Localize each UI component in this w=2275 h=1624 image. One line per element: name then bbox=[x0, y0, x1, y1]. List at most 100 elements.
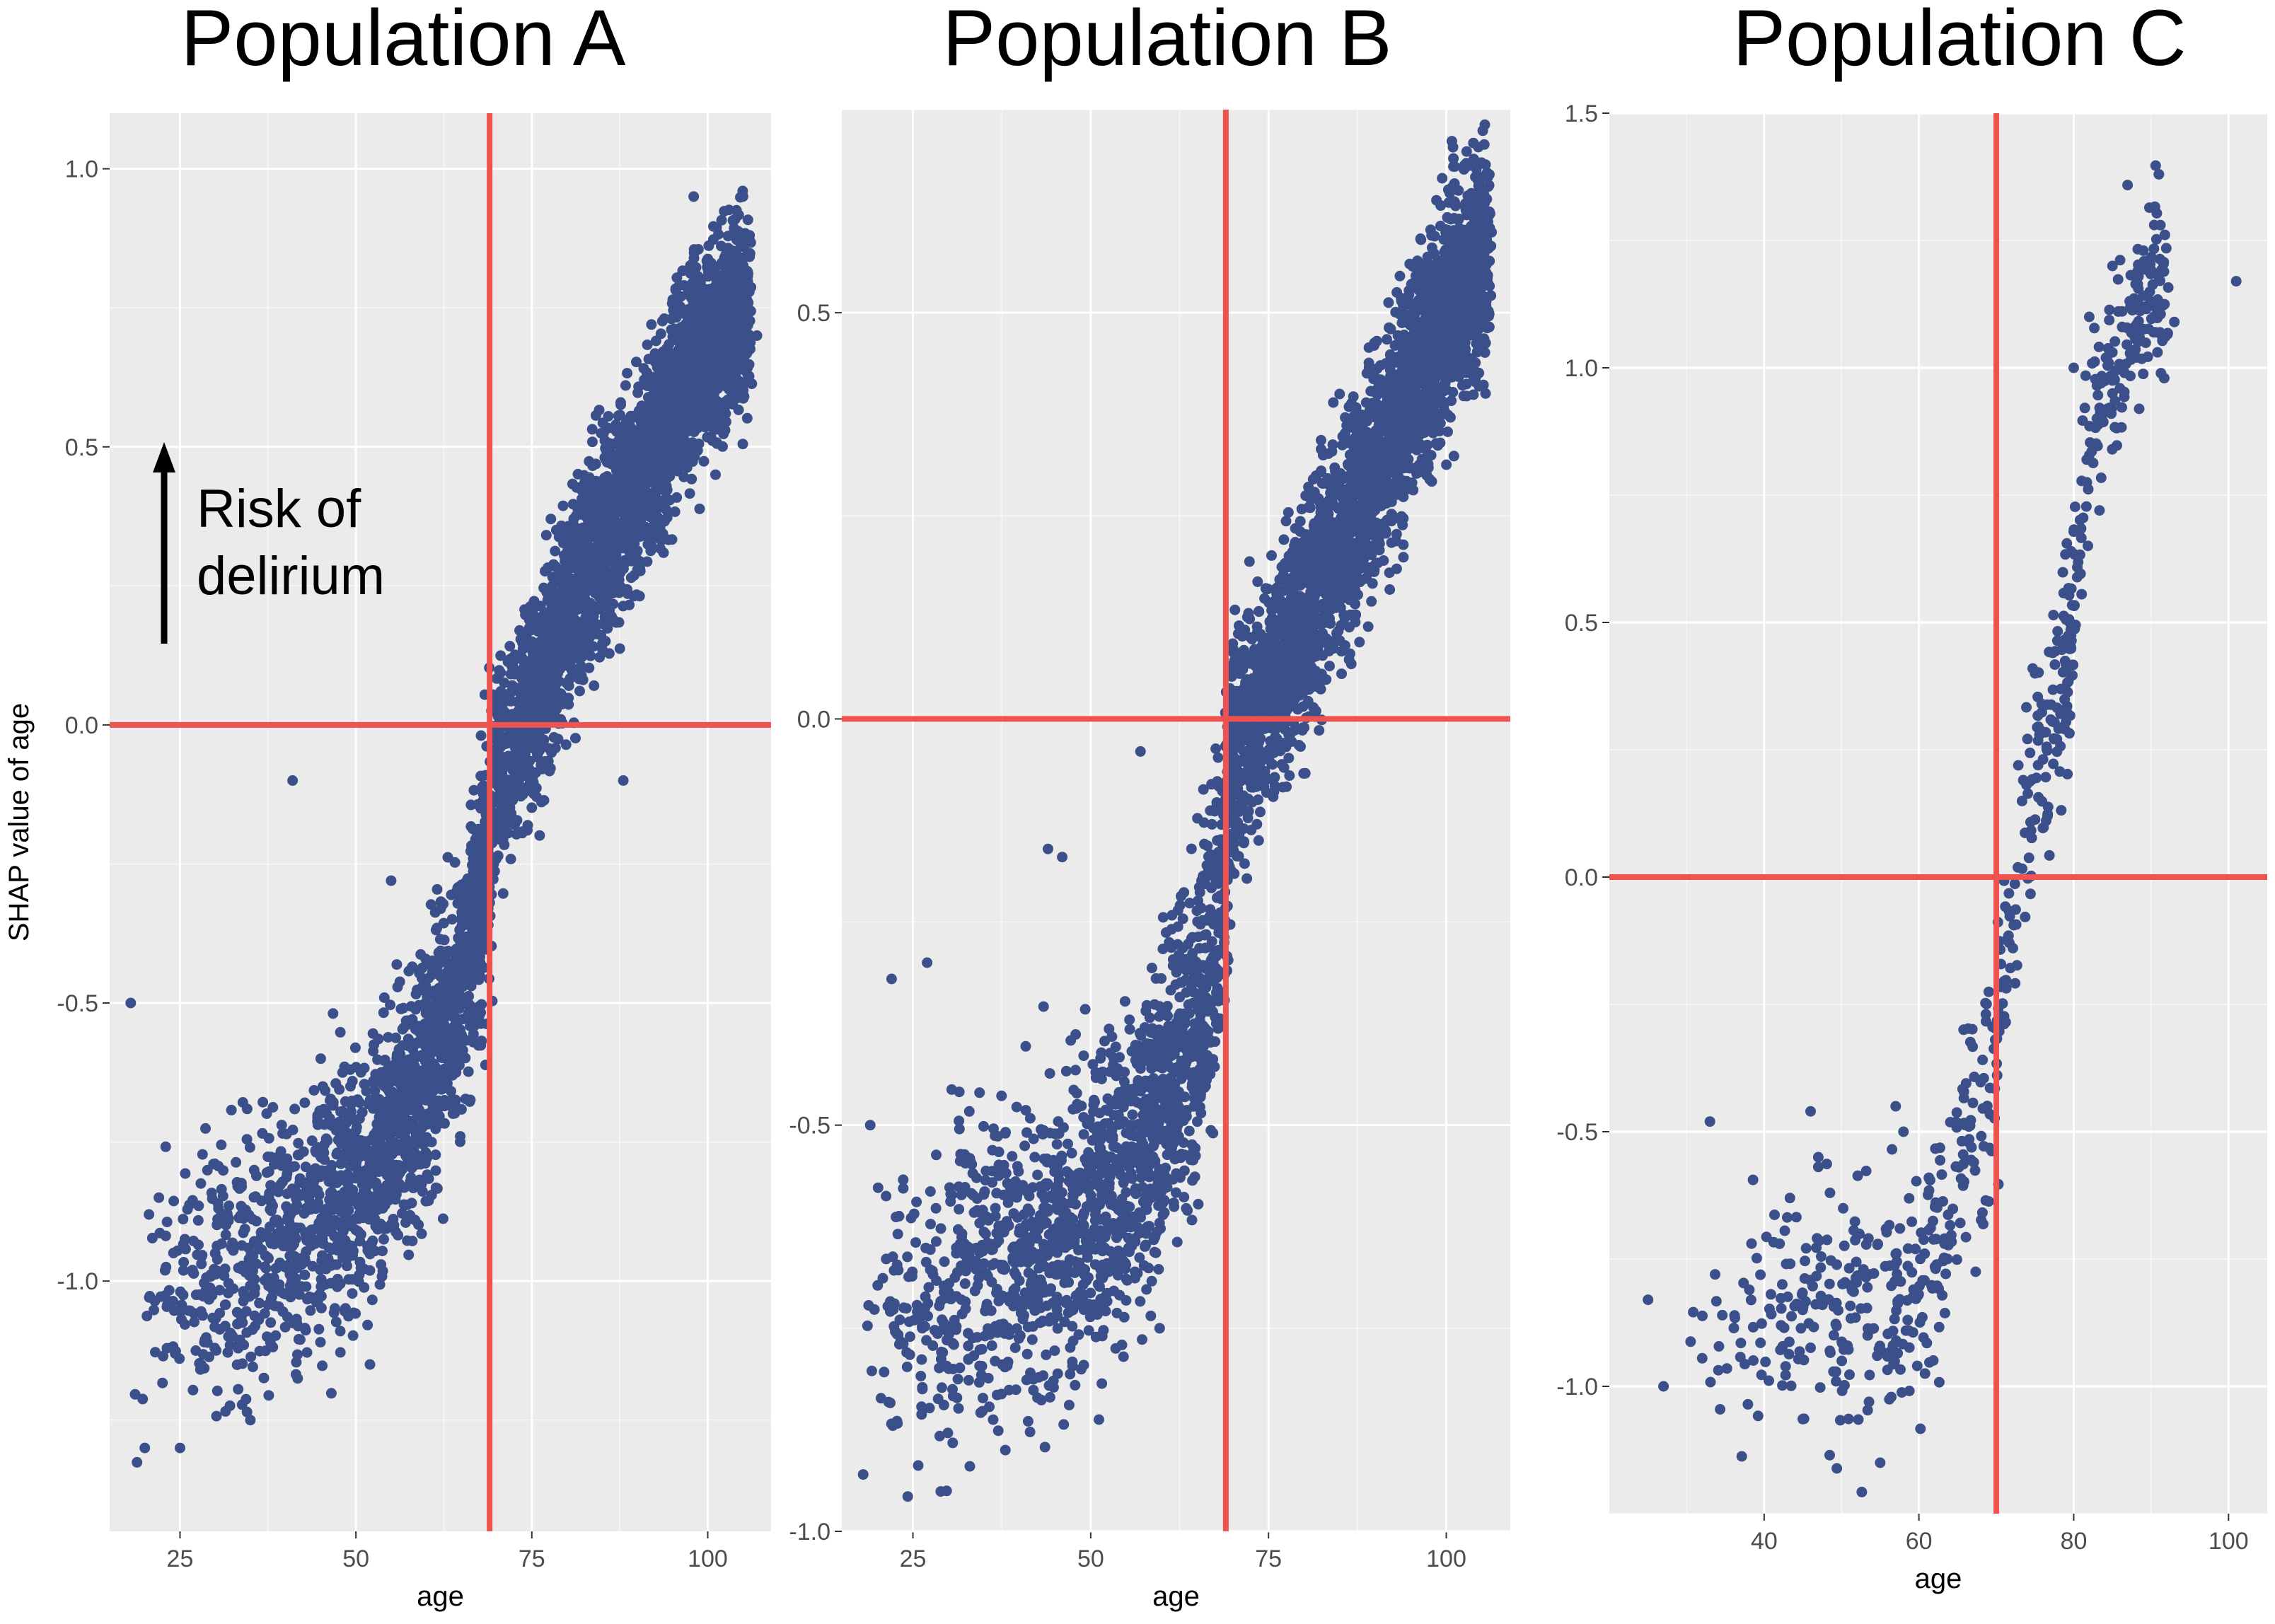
data-point bbox=[311, 1203, 321, 1214]
data-point bbox=[241, 1205, 251, 1216]
data-point bbox=[651, 354, 662, 365]
data-point bbox=[741, 412, 753, 424]
data-point bbox=[911, 1196, 922, 1207]
data-point bbox=[390, 1032, 401, 1043]
data-point bbox=[399, 1182, 410, 1193]
data-point bbox=[656, 499, 667, 510]
data-point bbox=[512, 787, 523, 799]
data-point bbox=[378, 1149, 390, 1160]
data-point bbox=[641, 401, 652, 412]
data-point bbox=[159, 1290, 170, 1301]
data-point bbox=[531, 692, 543, 703]
data-point bbox=[716, 240, 727, 252]
data-point bbox=[574, 685, 585, 697]
data-point bbox=[731, 204, 742, 216]
data-point bbox=[591, 564, 602, 576]
data-point bbox=[391, 959, 403, 970]
data-point bbox=[388, 1124, 399, 1135]
data-point bbox=[209, 1248, 221, 1259]
data-point bbox=[125, 997, 137, 1009]
data-point bbox=[325, 1388, 337, 1399]
data-point bbox=[405, 1172, 417, 1183]
data-point bbox=[594, 651, 606, 663]
data-point bbox=[390, 1075, 401, 1086]
x-axis-title: age bbox=[417, 1581, 464, 1612]
data-point bbox=[461, 886, 473, 897]
data-point bbox=[249, 1288, 260, 1299]
data-point bbox=[276, 1120, 287, 1131]
data-point bbox=[347, 1096, 357, 1106]
data-point bbox=[423, 973, 434, 984]
data-point bbox=[190, 1345, 202, 1356]
data-point bbox=[238, 1288, 249, 1299]
data-point bbox=[220, 1405, 231, 1417]
data-point bbox=[371, 1126, 382, 1137]
data-point bbox=[522, 820, 533, 831]
y-tick-label: -1.0 bbox=[57, 1268, 98, 1295]
data-point bbox=[144, 1292, 155, 1303]
data-point bbox=[331, 1219, 342, 1229]
data-point bbox=[726, 262, 737, 273]
data-point bbox=[550, 743, 561, 753]
data-point bbox=[193, 1239, 204, 1251]
data-point bbox=[241, 1103, 253, 1115]
data-point bbox=[507, 765, 519, 776]
data-point bbox=[596, 600, 607, 611]
data-point bbox=[363, 1166, 374, 1177]
data-point bbox=[227, 1237, 238, 1248]
data-point bbox=[645, 545, 656, 557]
y-tick-label: 1.0 bbox=[65, 156, 98, 183]
data-point bbox=[540, 702, 552, 714]
data-point bbox=[200, 1285, 212, 1297]
data-point bbox=[369, 1213, 381, 1224]
data-point bbox=[195, 1178, 207, 1189]
data-point bbox=[431, 959, 442, 970]
y-tick-label: 0.0 bbox=[797, 706, 830, 733]
data-point bbox=[264, 1234, 275, 1245]
data-point bbox=[567, 646, 578, 658]
data-point bbox=[313, 1323, 325, 1335]
data-point bbox=[320, 1263, 332, 1275]
data-point bbox=[291, 1263, 303, 1274]
data-point bbox=[614, 643, 625, 654]
data-point bbox=[722, 394, 734, 405]
data-point bbox=[347, 1274, 358, 1285]
data-point bbox=[168, 1248, 179, 1258]
data-point bbox=[305, 1305, 316, 1316]
data-point bbox=[212, 1198, 224, 1210]
data-point bbox=[528, 743, 539, 754]
data-point bbox=[432, 1043, 443, 1054]
data-point bbox=[359, 1282, 370, 1293]
data-point bbox=[707, 398, 718, 410]
data-point bbox=[583, 612, 594, 623]
x-tick-label: 100 bbox=[1426, 1545, 1466, 1572]
data-point bbox=[414, 968, 425, 979]
data-point bbox=[403, 1117, 414, 1128]
data-point bbox=[499, 839, 510, 850]
data-point bbox=[470, 834, 481, 845]
data-point bbox=[495, 650, 506, 661]
data-point bbox=[352, 1171, 363, 1183]
data-point bbox=[536, 733, 547, 744]
data-point bbox=[689, 451, 700, 462]
data-point bbox=[1448, 451, 1459, 462]
x-tick-label: 25 bbox=[900, 1545, 927, 1572]
data-point bbox=[323, 1253, 334, 1265]
data-point bbox=[625, 458, 637, 470]
data-point bbox=[430, 1149, 441, 1161]
data-point bbox=[291, 1313, 302, 1325]
data-point bbox=[678, 471, 690, 482]
data-point bbox=[407, 1236, 418, 1246]
data-point bbox=[729, 326, 740, 337]
data-point bbox=[354, 1236, 366, 1247]
data-point bbox=[226, 1104, 237, 1115]
x-tick-label: 50 bbox=[342, 1545, 369, 1572]
data-point bbox=[443, 946, 454, 956]
data-point bbox=[1007, 1151, 1018, 1162]
data-point bbox=[347, 1184, 359, 1195]
data-point bbox=[337, 1106, 348, 1117]
data-point bbox=[369, 1085, 381, 1096]
data-point bbox=[652, 361, 663, 373]
data-point bbox=[285, 1237, 296, 1248]
data-point bbox=[505, 854, 516, 864]
